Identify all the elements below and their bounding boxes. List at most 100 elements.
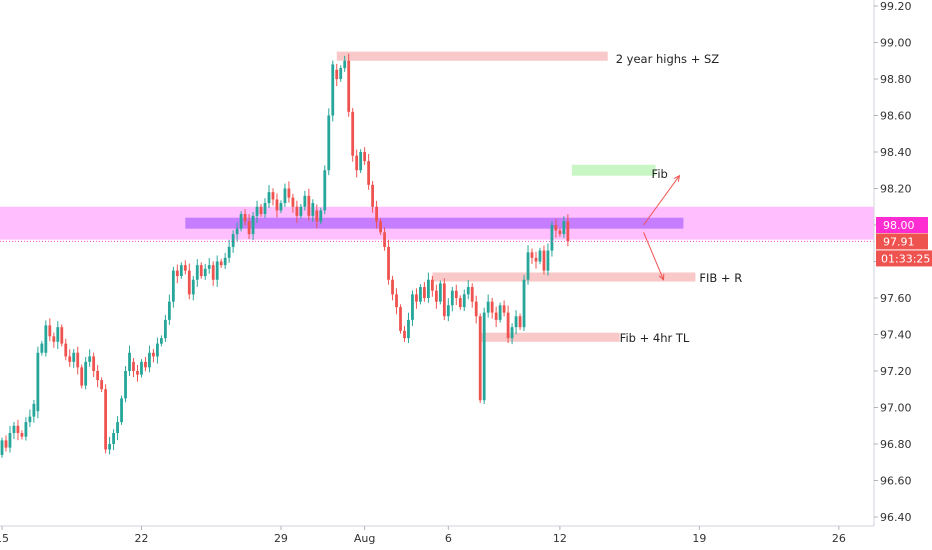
candle-body-10 [40, 343, 44, 353]
candle-body-121 [482, 312, 486, 401]
candle-body-82 [327, 115, 331, 171]
candle-body-130 [518, 316, 522, 328]
candle-body-101 [403, 330, 406, 339]
candle-body-26 [104, 389, 108, 450]
y-tick-label-2: 96.80 [880, 438, 912, 451]
candle-body-49 [195, 265, 199, 280]
candle-body-30 [120, 398, 123, 423]
candle-body-60 [239, 214, 243, 229]
price-labels-layer: 98.00 97.91 01:33:25 [876, 217, 932, 267]
candle-body-133 [530, 252, 534, 258]
candle-body-112 [446, 305, 450, 317]
candle-body-0 [0, 440, 4, 455]
candle-body-97 [387, 246, 390, 280]
candle-body-34 [136, 371, 139, 375]
candle-body-12 [48, 325, 52, 337]
candle-body-91 [363, 152, 367, 162]
candle-body-59 [235, 228, 239, 235]
candle-body-23 [92, 356, 96, 371]
candle-body-36 [144, 361, 147, 368]
candle-body-137 [546, 250, 550, 271]
candle-body-6 [24, 422, 28, 437]
candle-body-51 [203, 268, 207, 277]
y-tick-label-6: 97.60 [880, 292, 912, 305]
candle-body-99 [395, 294, 398, 308]
candle-body-22 [88, 356, 92, 362]
candle-body-16 [64, 343, 68, 357]
candle-body-48 [191, 279, 195, 295]
countdown-text: 01:33:25 [881, 252, 930, 265]
annotation-3: Fib + 4hr TL [620, 331, 690, 345]
candle-body-46 [183, 265, 187, 271]
candle-body-65 [259, 206, 263, 215]
candle-body-39 [156, 343, 159, 357]
candle-body-122 [486, 301, 490, 313]
candle-body-57 [227, 246, 231, 258]
arrow-line-1 [643, 232, 664, 280]
candle-body-20 [80, 367, 84, 386]
candle-body-29 [116, 422, 119, 434]
candle-body-11 [44, 325, 48, 353]
candle-body-45 [179, 265, 183, 277]
candle-body-119 [474, 301, 478, 317]
candle-body-73 [291, 197, 295, 207]
candle-body-141 [562, 221, 566, 235]
candle-body-31 [124, 371, 127, 399]
candle-body-74 [295, 206, 299, 216]
arrow-head-1 [658, 273, 665, 281]
candle-body-18 [72, 352, 76, 362]
candle-body-40 [160, 338, 163, 344]
candle-body-135 [538, 250, 542, 262]
countdown-box [876, 250, 932, 267]
candle-body-37 [148, 352, 151, 368]
candle-body-43 [171, 270, 175, 302]
level-price-label-box [876, 217, 928, 233]
candle-body-70 [279, 203, 283, 211]
y-tick-label-14: 99.20 [880, 0, 912, 13]
candle-body-94 [375, 206, 378, 222]
arrow-head-0 [673, 174, 681, 182]
annotation-2: FIB + R [699, 271, 742, 285]
candle-body-90 [359, 152, 363, 171]
candle-body-79 [315, 210, 319, 222]
candle-body-80 [319, 210, 323, 222]
candle-body-19 [76, 352, 80, 368]
x-tick-label-7: 26 [832, 532, 846, 545]
candle-body-4 [16, 425, 20, 434]
candle-body-13 [52, 336, 56, 342]
zone-3 [571, 164, 656, 176]
zone-4 [432, 272, 696, 282]
candle-body-111 [442, 283, 446, 317]
candle-body-44 [175, 270, 179, 277]
y-tick-label-5: 97.40 [880, 329, 912, 342]
x-tick-label-3: Aug [354, 532, 375, 545]
candle-body-76 [303, 195, 307, 207]
candle-body-92 [367, 161, 371, 185]
candle-body-56 [223, 257, 227, 266]
candle-body-108 [430, 279, 434, 291]
candle-body-47 [187, 270, 191, 295]
candle-body-66 [263, 203, 267, 215]
candle-body-69 [275, 199, 279, 211]
candle-body-142 [566, 221, 570, 242]
x-tick-label-4: 6 [445, 532, 452, 545]
candle-body-27 [108, 444, 111, 450]
candle-body-93 [371, 184, 375, 207]
candle-body-42 [167, 301, 171, 320]
candles-layer [0, 53, 570, 458]
candle-body-1 [4, 440, 8, 448]
candle-body-61 [243, 214, 247, 222]
candle-body-115 [458, 298, 462, 308]
zone-1 [185, 217, 684, 229]
candle-body-3 [12, 425, 16, 434]
y-tick-label-10: 98.40 [880, 146, 912, 159]
axes-layer [0, 0, 875, 527]
candle-body-89 [355, 155, 359, 171]
candle-body-85 [339, 68, 343, 79]
zone-2 [336, 51, 608, 61]
annotation-1: Fib [652, 167, 668, 181]
x-tick-label-2: 29 [274, 532, 288, 545]
x-tick-label-0: 15 [0, 532, 9, 545]
x-tick-label-5: 12 [553, 532, 567, 545]
